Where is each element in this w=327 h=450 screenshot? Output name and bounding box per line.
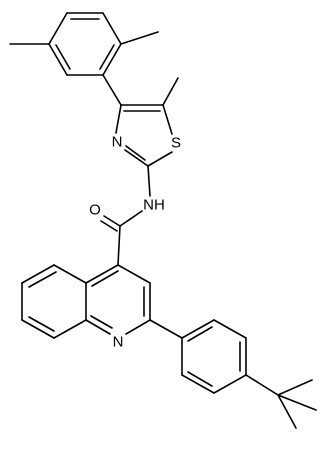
atom-label: NH [143, 197, 165, 214]
atom-label: O [89, 202, 101, 219]
atom-label: N [113, 334, 124, 351]
atom-label: S [171, 135, 181, 152]
atom-label: N [112, 134, 123, 151]
bonds [9, 12, 317, 429]
